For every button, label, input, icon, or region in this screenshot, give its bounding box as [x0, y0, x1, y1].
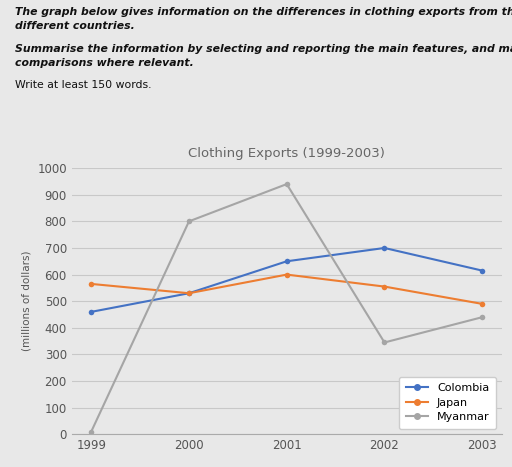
- Japan: [381, 284, 388, 290]
- Legend: Colombia, Japan, Myanmar: Colombia, Japan, Myanmar: [399, 376, 496, 429]
- Japan: [186, 290, 192, 296]
- Japan: [479, 301, 485, 307]
- Text: different countries.: different countries.: [15, 21, 135, 31]
- Colombia: [479, 268, 485, 273]
- Colombia: [88, 309, 94, 315]
- Text: Write at least 150 words.: Write at least 150 words.: [15, 80, 152, 90]
- Myanmar: [479, 314, 485, 320]
- Y-axis label: (millions of dollars): (millions of dollars): [22, 251, 32, 352]
- Line: Japan: Japan: [89, 272, 485, 307]
- Myanmar: [88, 429, 94, 434]
- Text: Summarise the information by selecting and reporting the main features, and make: Summarise the information by selecting a…: [15, 44, 512, 54]
- Myanmar: [186, 219, 192, 224]
- Colombia: [381, 245, 388, 251]
- Myanmar: [381, 340, 388, 345]
- Japan: [284, 272, 290, 277]
- Colombia: [186, 290, 192, 296]
- Colombia: [284, 259, 290, 264]
- Text: comparisons where relevant.: comparisons where relevant.: [15, 58, 194, 68]
- Line: Myanmar: Myanmar: [89, 181, 485, 434]
- Myanmar: [284, 181, 290, 187]
- Japan: [88, 281, 94, 287]
- Title: Clothing Exports (1999-2003): Clothing Exports (1999-2003): [188, 147, 385, 160]
- Line: Colombia: Colombia: [89, 245, 485, 315]
- Text: The graph below gives information on the differences in clothing exports from th: The graph below gives information on the…: [15, 7, 512, 17]
